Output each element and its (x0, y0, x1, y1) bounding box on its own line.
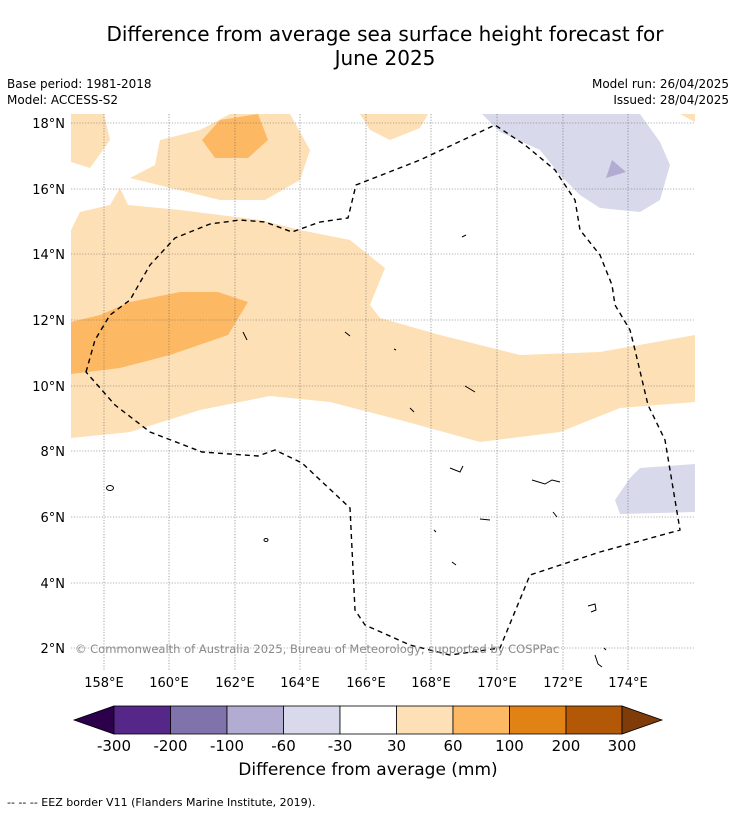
lat-labels: 2°N 4°N 6°N 8°N 10°N 12°N 14°N 16°N 18°N (32, 117, 65, 657)
title-line-1: Difference from average sea surface heig… (106, 22, 664, 46)
band-30-60-main (71, 188, 695, 442)
band-60-100-north (202, 114, 268, 158)
issued-date: Issued: 28/04/2025 (613, 93, 729, 107)
cb-tick-7: 100 (495, 737, 524, 755)
colorbar-cell-2 (226, 705, 284, 735)
colorbar-arrow-high (621, 705, 664, 735)
lat-label-6n: 6°N (41, 511, 66, 526)
cb-tick-4: -30 (328, 737, 353, 755)
colorbar-cell-0 (113, 705, 171, 735)
meta-left: Base period: 1981-2018 Model: ACCESS-S2 (7, 76, 152, 108)
chart-title: Difference from average sea surface heig… (60, 22, 710, 70)
colorbar-ticks: -300 -200 -100 -60 -30 30 60 100 200 300 (97, 737, 636, 755)
lon-label-170e: 170°E (477, 676, 517, 691)
cb-tick-0: -300 (97, 737, 131, 755)
lat-label-4n: 4°N (41, 577, 66, 592)
colorbar-cell-5 (396, 705, 454, 735)
meta-right: Model run: 26/04/2025 Issued: 28/04/2025 (592, 76, 729, 108)
band-30-60-topleft (71, 114, 110, 168)
band-neg60-neg100-spot (606, 160, 626, 178)
band-60-100-west (71, 292, 248, 374)
lon-label-172e: 172°E (543, 676, 583, 691)
base-period: Base period: 1981-2018 (7, 77, 152, 91)
lon-label-166e: 166°E (346, 676, 386, 691)
band-neg30-neg60-ne (482, 114, 670, 212)
lat-label-12n: 12°N (32, 314, 65, 329)
cb-tick-5: 30 (387, 737, 406, 755)
copyright-notice: © Commonwealth of Australia 2025, Bureau… (75, 642, 559, 656)
colorbar-title: Difference from average (mm) (238, 760, 498, 780)
cb-tick-6: 60 (443, 737, 462, 755)
grid-lines (71, 114, 695, 670)
colorbar-arrow-low (72, 705, 115, 735)
colorbar-cell-3 (283, 705, 341, 735)
title-line-2: June 2025 (334, 46, 436, 70)
lon-labels: 158°E 160°E 162°E 164°E 166°E 168°E 170°… (84, 676, 648, 691)
cb-tick-3: -60 (271, 737, 296, 755)
lon-label-162e: 162°E (215, 676, 255, 691)
lon-label-160e: 160°E (149, 676, 189, 691)
model-run: Model run: 26/04/2025 (591, 77, 729, 91)
colorbar-cell-8 (565, 705, 623, 735)
lat-label-10n: 10°N (32, 380, 65, 395)
eez-footnote: -- -- -- EEZ border V11 (Flanders Marine… (7, 796, 316, 809)
cb-tick-1: -200 (153, 737, 187, 755)
eez-border (85, 124, 681, 656)
cb-tick-9: 300 (608, 737, 637, 755)
band-30-60-topmid (360, 114, 428, 140)
lat-label-16n: 16°N (32, 183, 65, 198)
model-name: Model: ACCESS-S2 (7, 93, 119, 107)
lon-label-174e: 174°E (608, 676, 648, 691)
islands (106, 234, 607, 668)
cb-tick-2: -100 (210, 737, 244, 755)
colorbar (72, 705, 664, 735)
lon-label-158e: 158°E (84, 676, 124, 691)
map-area (71, 114, 695, 670)
colorbar-cell-6 (452, 705, 510, 735)
cb-tick-8: 200 (552, 737, 581, 755)
colorbar-cell-4 (339, 705, 397, 735)
colorbar-cell-1 (170, 705, 228, 735)
lon-label-168e: 168°E (411, 676, 451, 691)
lat-label-2n: 2°N (41, 642, 66, 657)
lat-label-14n: 14°N (32, 248, 65, 263)
band-30-60-topright (680, 114, 695, 122)
colorbar-cell-7 (509, 705, 567, 735)
lat-label-8n: 8°N (41, 445, 66, 460)
lat-label-18n: 18°N (32, 117, 65, 132)
lon-label-164e: 164°E (280, 676, 320, 691)
